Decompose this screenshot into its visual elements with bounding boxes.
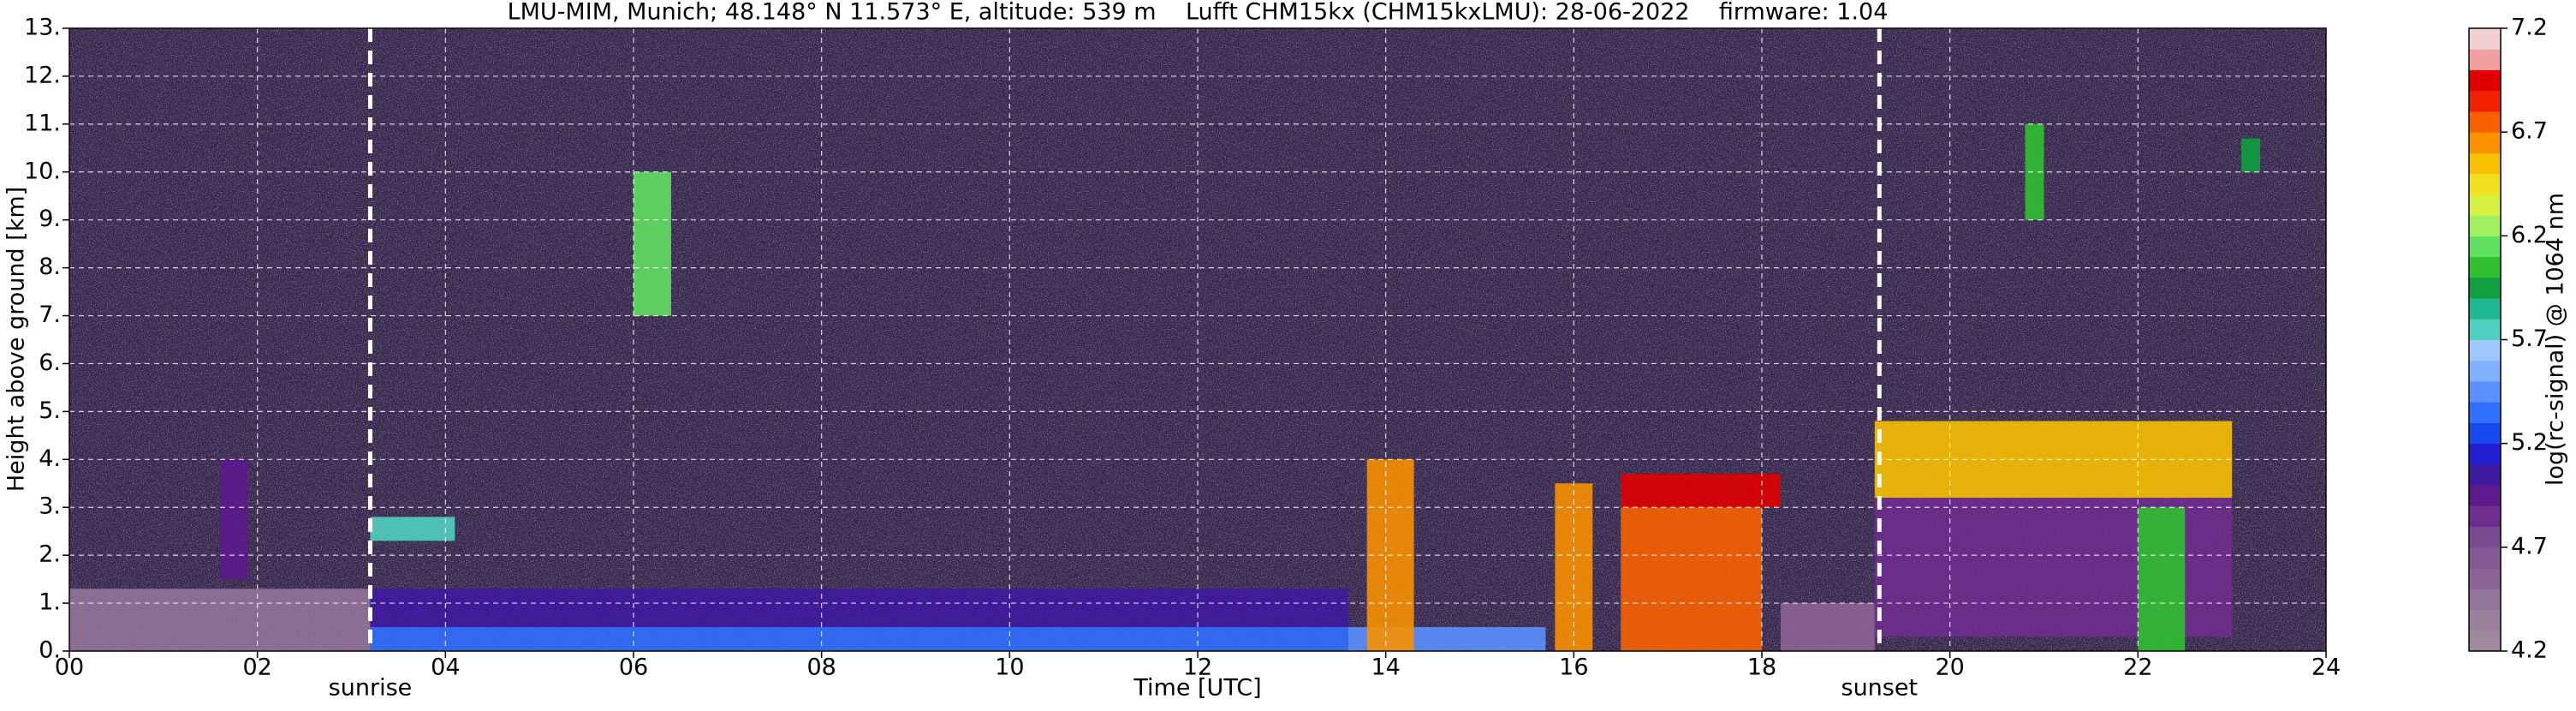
colorbar-cell xyxy=(2469,360,2501,382)
x-tick-label: 02 xyxy=(242,654,271,681)
colorbar-cell xyxy=(2469,173,2501,195)
signal-region xyxy=(370,627,1348,651)
y-tick-label: 13. xyxy=(24,15,61,41)
x-tick-label: 06 xyxy=(619,654,648,681)
signal-region xyxy=(2241,138,2261,172)
colorbar-cell xyxy=(2469,547,2501,569)
colorbar-tick-label: 6.2 xyxy=(2511,222,2548,248)
y-tick-label: 6. xyxy=(39,350,61,376)
colorbar-cell xyxy=(2469,69,2501,92)
colorbar-cell xyxy=(2469,422,2501,445)
colorbar-cell xyxy=(2469,568,2501,589)
x-tick-label: 20 xyxy=(1935,654,1964,681)
x-tick-label: 22 xyxy=(2123,654,2152,681)
signal-region xyxy=(2138,507,2186,651)
colorbar-cell xyxy=(2469,298,2501,320)
x-tick-label: 00 xyxy=(55,654,84,681)
y-tick-label: 0. xyxy=(39,637,61,664)
colorbar-tick-label: 4.2 xyxy=(2511,637,2548,664)
x-tick-label: 18 xyxy=(1747,654,1776,681)
x-tick-label: 14 xyxy=(1371,654,1400,681)
signal-region xyxy=(1621,507,1762,651)
colorbar-cell xyxy=(2469,630,2501,652)
y-tick-label: 8. xyxy=(39,254,61,280)
signal-region xyxy=(1621,474,1781,508)
plot-frame xyxy=(68,27,2327,652)
colorbar-cell xyxy=(2469,463,2501,486)
colorbar-tick-label: 7.2 xyxy=(2511,15,2548,41)
colorbar-cell xyxy=(2469,256,2501,278)
chart-title: LMU-MIM, Munich; 48.148° N 11.573° E, al… xyxy=(508,0,1889,26)
y-tick-label: 2. xyxy=(39,541,61,568)
colorbar-cell xyxy=(2469,485,2501,506)
x-tick-label: 10 xyxy=(995,654,1024,681)
colorbar-cell xyxy=(2469,443,2501,465)
heatmap-regions xyxy=(69,123,2261,651)
colorbar-cell xyxy=(2469,589,2501,611)
x-tick-label: 08 xyxy=(806,654,836,681)
colorbar-cell xyxy=(2469,28,2501,50)
y-tick-label: 9. xyxy=(39,206,61,232)
signal-region xyxy=(1780,603,1875,651)
colorbar-cell xyxy=(2469,90,2501,112)
colorbar-tick-label: 4.7 xyxy=(2511,533,2548,559)
colorbar-cell xyxy=(2469,236,2501,258)
signal-region xyxy=(69,589,371,651)
colorbar-cell xyxy=(2469,215,2501,236)
y-tick-label: 1. xyxy=(39,589,61,616)
y-tick-label: 5. xyxy=(39,397,61,424)
colorbar-cell xyxy=(2469,111,2501,133)
signal-region xyxy=(370,589,1348,628)
colorbar-tick-label: 6.7 xyxy=(2511,118,2548,145)
colorbar-cell xyxy=(2469,277,2501,299)
x-tick-label: 04 xyxy=(431,654,460,681)
y-tick-label: 10. xyxy=(24,158,61,184)
y-tick-label: 7. xyxy=(39,302,61,328)
signal-region xyxy=(219,459,248,580)
signal-region xyxy=(634,171,671,316)
colorbar-cell xyxy=(2469,505,2501,528)
colorbar-cell xyxy=(2469,402,2501,423)
overlay: 00 02 04 06 08 10 12 14 16 18 20 22 24 0. 1. 2. 3. 4. 5. 6.… xyxy=(24,15,2341,702)
annotation-label: sunrise xyxy=(329,675,413,702)
signal-region xyxy=(2025,123,2044,220)
colorbar-cell xyxy=(2469,380,2501,403)
annotation-label: sunset xyxy=(1841,675,1919,702)
colorbar-cell xyxy=(2469,194,2501,216)
colorbar-cell xyxy=(2469,526,2501,548)
x-tick-label: 24 xyxy=(2311,654,2341,681)
x-axis-label: Time [UTC] xyxy=(1133,675,1261,702)
y-tick-label: 4. xyxy=(39,445,61,472)
y-tick-label: 11. xyxy=(24,110,61,136)
y-axis-label: Height above ground [km] xyxy=(3,187,30,492)
x-tick-label: 12 xyxy=(1183,654,1212,681)
colorbar-cell xyxy=(2469,152,2501,175)
y-tick-label: 3. xyxy=(39,493,61,520)
colorbar-cell xyxy=(2469,319,2501,340)
colorbar-cell xyxy=(2469,609,2501,631)
colorbar-cell xyxy=(2469,49,2501,70)
colorbar-tick-label: 5.2 xyxy=(2511,429,2548,456)
signal-region xyxy=(370,517,455,541)
x-tick-label: 16 xyxy=(1559,654,1588,681)
colorbar-cell xyxy=(2469,339,2501,361)
y-tick-label: 12. xyxy=(24,62,61,88)
colorbar-tick-label: 5.7 xyxy=(2511,326,2548,352)
colorbar-label: log(rc-signal) @ 1064 nm xyxy=(2543,193,2569,486)
colorbar-cell xyxy=(2469,132,2501,153)
